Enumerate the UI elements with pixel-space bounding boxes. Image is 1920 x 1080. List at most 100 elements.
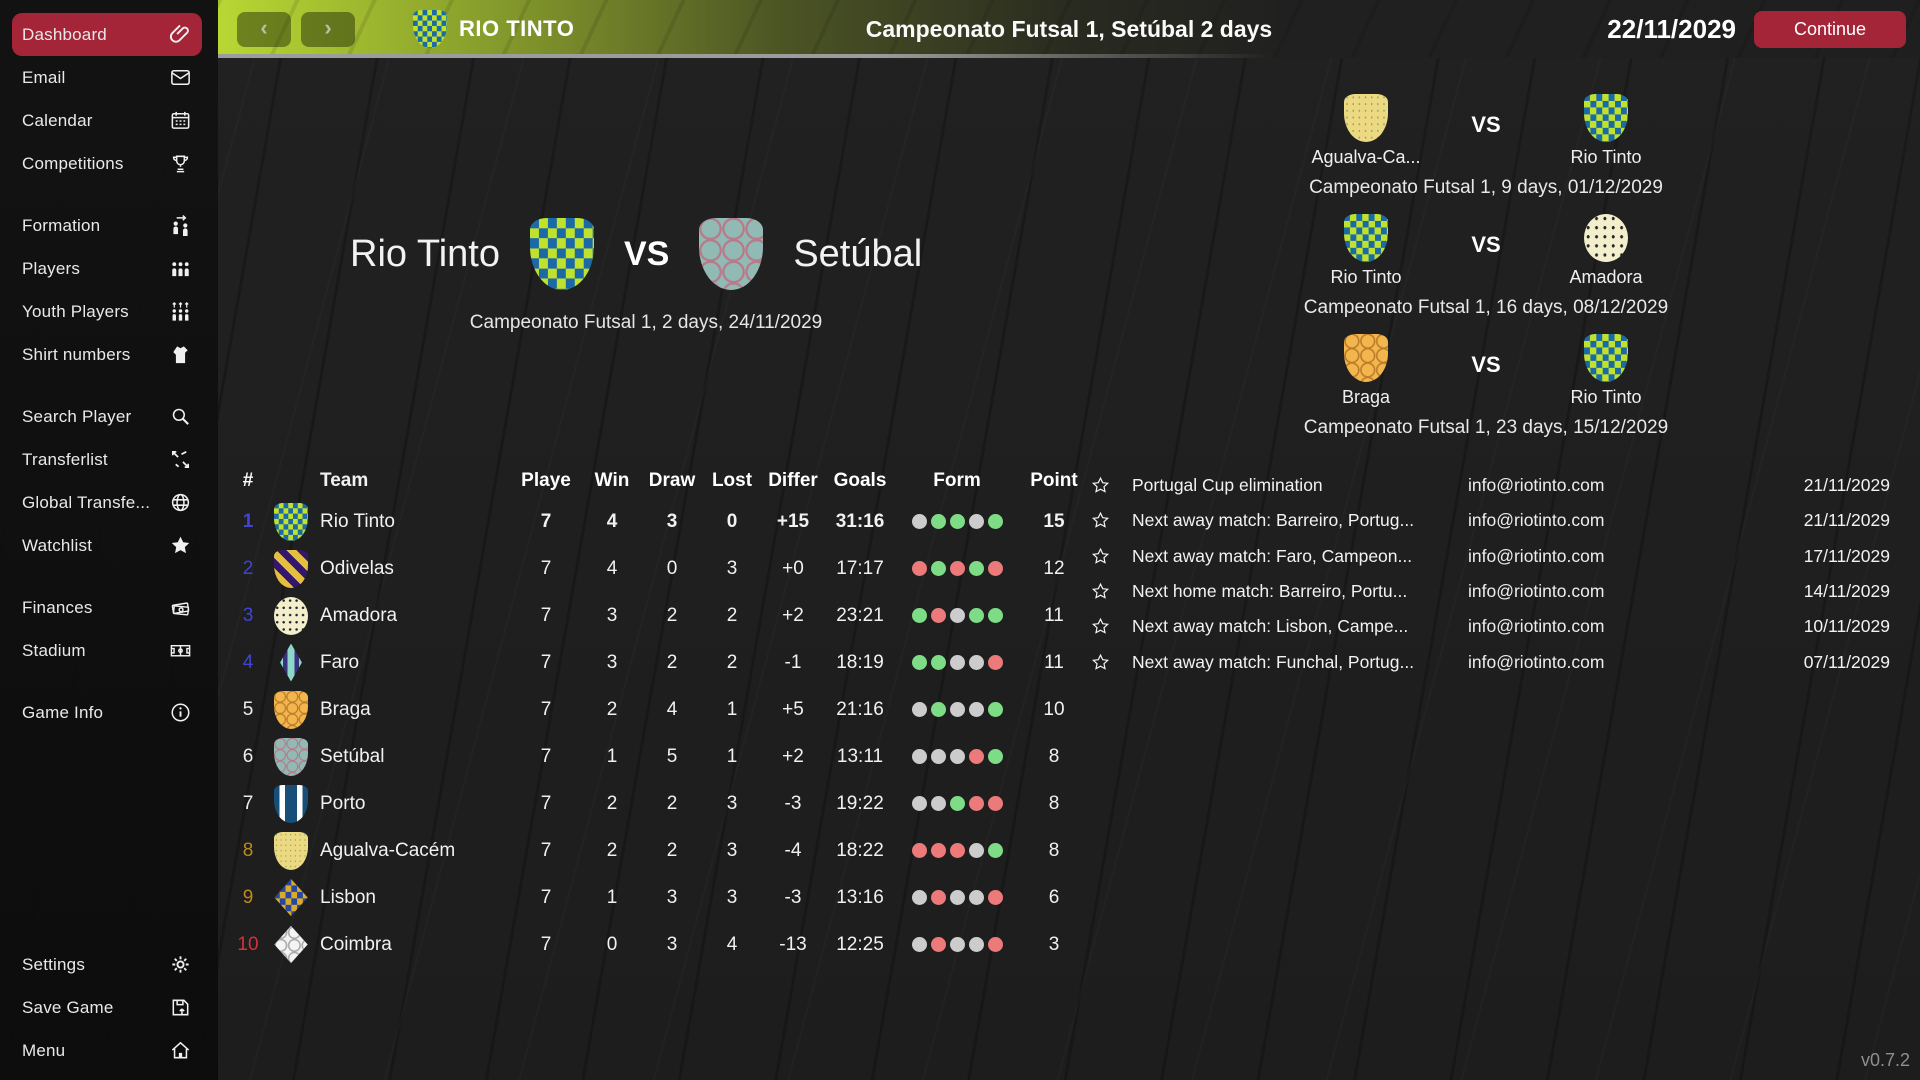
team-badge-cell [268,784,314,823]
form-dots [896,655,1018,670]
table-row[interactable]: 3 Amadora 7 3 2 2 +2 23:21 11 [228,592,1090,639]
sidebar-item-watchlist[interactable]: Watchlist [12,524,202,567]
table-row[interactable]: 7 Porto 7 2 2 3 -3 19:22 8 [228,780,1090,827]
message-sender: info@riotinto.com [1468,616,1605,637]
form-dot [949,608,965,623]
sidebar-item-settings[interactable]: Settings [12,943,202,986]
sidebar-item-menu[interactable]: Menu [12,1029,202,1072]
sidebar-item-formation[interactable]: Formation [12,204,202,247]
fixture-teams: Rio Tinto VS Amadora [1266,214,1706,288]
sidebar-item-dashboard[interactable]: Dashboard [12,13,202,56]
away-team-badge [1584,94,1628,142]
sidebar-item-search-player[interactable]: Search Player [12,395,202,438]
team-badge [274,831,308,870]
forward-button[interactable]: › [301,11,355,47]
form-dot [911,702,927,717]
sidebar-group-info: Game Info [0,691,218,734]
table-row[interactable]: 6 Setúbal 7 1 5 1 +2 13:11 8 [228,733,1090,780]
win: 0 [606,933,618,955]
youth-players-icon [172,301,189,321]
table-row[interactable]: 10 Coimbra 7 0 3 4 -13 12:25 3 [228,921,1090,968]
draw: 3 [666,933,678,955]
continue-button[interactable]: Continue [1754,10,1906,48]
gear-icon [172,956,189,973]
sidebar: Dashboard Email Calendar Competitions Fo… [0,0,218,1080]
win: 3 [606,604,618,626]
fixture-card[interactable]: Rio Tinto VS Amadora Campeonato Futsal 1… [1266,192,1706,318]
col-played: Playe [521,470,571,491]
message-sender: info@riotinto.com [1468,475,1605,496]
sidebar-item-calendar[interactable]: Calendar [12,99,202,142]
form-dot [987,655,1003,670]
away-team-name: Amadora [1569,267,1643,287]
fixture-home: Braga [1266,334,1466,408]
form-dot [987,843,1003,858]
table-row[interactable]: 5 Braga 7 2 4 1 +5 21:16 10 [228,686,1090,733]
envelope-icon [171,70,190,85]
next-match-caption: Campeonato Futsal 1, 2 days, 24/11/2029 [469,312,823,333]
sidebar-item-finances[interactable]: Finances [12,586,202,629]
sidebar-item-label: Players [22,258,81,278]
sidebar-item-game-info[interactable]: Game Info [12,691,202,734]
sidebar-item-youth-players[interactable]: Youth Players [12,290,202,333]
lost: 1 [726,698,738,720]
form-dot [949,843,965,858]
goal-diff: -13 [779,933,807,955]
played: 7 [540,604,552,626]
form-dot [987,796,1003,811]
fixture-card[interactable]: Braga VS Rio Tinto Campeonato Futsal 1, … [1266,312,1706,438]
played: 7 [540,745,552,767]
message-subject: Next away match: Funchal, Portug... [1132,651,1415,672]
team-rank: 5 [242,698,254,720]
sidebar-item-competitions[interactable]: Competitions [12,142,202,185]
message-subject: Portugal Cup elimination [1132,475,1323,496]
sidebar-item-stadium[interactable]: Stadium [12,629,202,672]
away-team-badge [1584,334,1628,382]
sidebar-item-shirt-numbers[interactable]: Shirt numbers [12,333,202,376]
away-team-badge [699,218,764,290]
message-row[interactable]: Next away match: Funchal, Portug... info… [1090,644,1890,679]
magnifier-icon [172,408,189,425]
message-row[interactable]: Portugal Cup elimination info@riotinto.c… [1090,468,1890,503]
played: 7 [540,651,552,673]
page-title: Campeonato Futsal 1, Setúbal 2 days [865,15,1273,42]
fixture-home: Agualva-Ca... [1266,94,1466,168]
sidebar-item-label: Game Info [22,702,104,722]
win: 2 [606,792,618,814]
points: 11 [1044,651,1064,673]
fixture-caption: Campeonato Futsal 1, 23 days, 15/12/2029 [1303,417,1669,438]
fixture-away: Rio Tinto [1506,334,1706,408]
sidebar-item-transferlist[interactable]: Transferlist [12,438,202,481]
version-label: v0.7.2 [1860,1050,1910,1070]
sidebar-item-email[interactable]: Email [12,56,202,99]
form-dots [896,796,1018,811]
lost: 3 [726,792,738,814]
fixture-card[interactable]: Agualva-Ca... VS Rio Tinto Campeonato Fu… [1266,72,1706,198]
table-row[interactable]: 2 Odivelas 7 4 0 3 +0 17:17 12 [228,545,1090,592]
team-badge-cell [268,643,314,682]
team-rank: 7 [242,792,254,814]
message-row[interactable]: Next away match: Lisbon, Campe... info@r… [1090,609,1890,644]
team-rank: 1 [242,510,254,532]
sidebar-item-players[interactable]: Players [12,247,202,290]
form-dots [896,890,1018,905]
col-diff: Differ [768,470,818,491]
goals: 18:19 [836,651,884,673]
message-row[interactable]: Next home match: Barreiro, Portu... info… [1090,574,1890,609]
sidebar-item-global-transfers[interactable]: Global Transfe... [12,481,202,524]
form-dot [987,890,1003,905]
home-team-badge [1344,334,1388,382]
message-row[interactable]: Next away match: Faro, Campeon... info@r… [1090,539,1890,574]
team-badge [274,925,308,964]
table-row[interactable]: 4 Faro 7 3 2 2 -1 18:19 11 [228,639,1090,686]
sidebar-group-squad: Formation Players Youth Players Shirt nu… [0,204,218,376]
back-button[interactable]: ‹ [237,11,291,47]
sidebar-item-label: Watchlist [22,535,93,555]
table-row[interactable]: 9 Lisbon 7 1 3 3 -3 13:16 6 [228,874,1090,921]
star-outline-icon [1091,582,1110,599]
table-row[interactable]: 1 Rio Tinto 7 4 3 0 +15 31:16 15 [228,498,1090,545]
table-row[interactable]: 8 Agualva-Cacém 7 2 2 3 -4 18:22 8 [228,827,1090,874]
message-row[interactable]: Next away match: Barreiro, Portug... inf… [1090,503,1890,538]
sidebar-item-save-game[interactable]: Save Game [12,986,202,1029]
col-points: Point [1030,470,1078,491]
